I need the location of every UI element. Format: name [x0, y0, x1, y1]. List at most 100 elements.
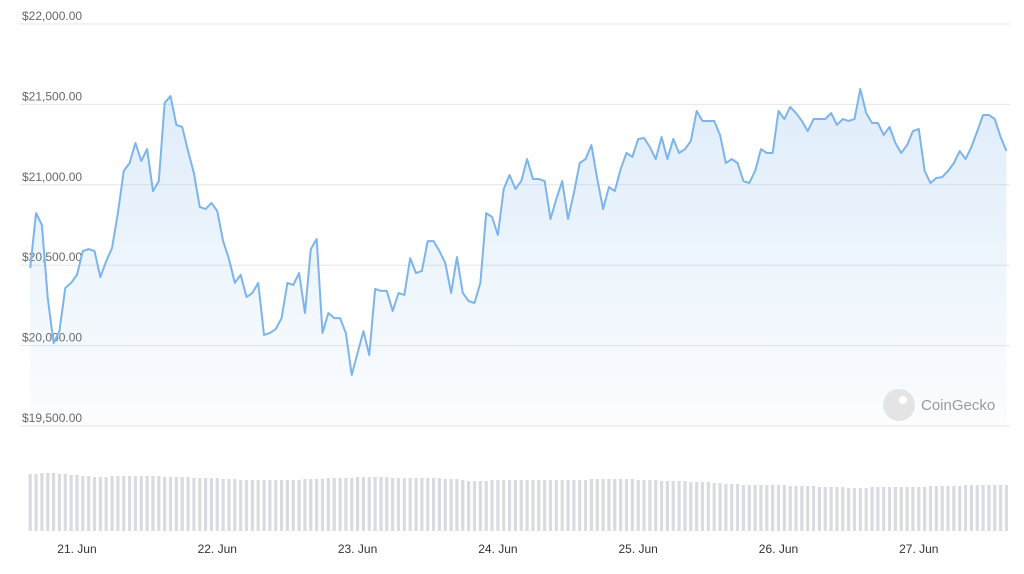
volume-bar [420, 478, 424, 531]
volume-bar [250, 480, 254, 531]
volume-bar [782, 485, 786, 531]
volume-bar [116, 476, 120, 531]
volume-bar [192, 478, 196, 531]
volume-bar [999, 485, 1003, 531]
volume-bar [110, 476, 114, 531]
volume-bar [695, 482, 699, 531]
volume-bar [753, 485, 757, 531]
volume-bar [81, 476, 85, 531]
volume-bar [993, 485, 997, 531]
volume-bar [338, 478, 342, 531]
volume-bar [771, 485, 775, 531]
volume-bar [297, 480, 301, 531]
volume-bar [151, 476, 155, 531]
volume-bar [917, 487, 921, 531]
volume-bar [75, 475, 79, 531]
volume-bar [145, 476, 149, 531]
volume-bar [589, 479, 594, 531]
volume-bar [461, 480, 465, 531]
volume-bar [899, 487, 903, 531]
volume-bar [987, 485, 991, 531]
x-tick-label: 25. Jun [618, 542, 657, 556]
volume-bar [648, 480, 652, 531]
volume-bar [519, 480, 523, 531]
volume-bar [379, 477, 383, 531]
volume-bar [233, 479, 237, 531]
volume-bar [391, 478, 395, 531]
volume-bar [268, 480, 272, 531]
volume-bar [665, 481, 670, 531]
volume-bar [823, 487, 827, 531]
volume-bar [730, 484, 734, 531]
volume-bar [279, 480, 284, 531]
volume-bar [320, 479, 325, 531]
volume-bar [583, 480, 588, 531]
volume-bar [69, 475, 73, 531]
volume-bar [92, 477, 97, 531]
volume-bar [244, 480, 249, 531]
x-tick-label: 22. Jun [198, 542, 237, 556]
volume-bar [315, 479, 319, 531]
volume-bar [905, 487, 909, 531]
volume-bar [975, 485, 979, 531]
volume-bar [923, 487, 927, 531]
volume-bar [449, 479, 453, 531]
volume-bar [700, 482, 705, 531]
volume-bar [724, 484, 728, 531]
volume-bar [513, 480, 518, 531]
volume-bar [560, 480, 564, 531]
volume-bar [490, 480, 494, 531]
volume-bar [186, 477, 190, 531]
volume-bar [706, 482, 710, 531]
volume-bar [285, 480, 290, 531]
volume-bar [642, 480, 646, 531]
x-tick-label: 24. Jun [478, 542, 517, 556]
volume-bar [595, 479, 599, 531]
volume-bar [309, 479, 313, 531]
volume-bar [554, 480, 558, 531]
volume-bar [443, 479, 447, 531]
volume-bar [548, 480, 553, 531]
volume-bar [911, 487, 915, 531]
watermark-text: CoinGecko [921, 397, 995, 414]
price-line [29, 87, 1008, 377]
volume-bar [613, 479, 617, 531]
x-tick-label: 26. Jun [759, 542, 798, 556]
volume-bar [350, 478, 354, 531]
volume-bar [367, 477, 371, 531]
volume-bar [168, 477, 173, 531]
volume-bar [718, 483, 722, 531]
volume-bar [484, 481, 488, 531]
volume-bar [677, 481, 681, 531]
volume-bar [63, 474, 67, 531]
volume-bar [98, 477, 102, 531]
volume-bar [928, 486, 933, 531]
volume-bar [122, 476, 126, 531]
volume-bar [455, 479, 459, 531]
volume-bar [174, 477, 178, 531]
price-area [30, 88, 1007, 427]
y-tick-label: $21,000.00 [22, 170, 82, 184]
volume-bar [852, 488, 857, 531]
x-tick-label: 21. Jun [57, 542, 96, 556]
volume-bar [747, 485, 751, 531]
volume-bar [630, 479, 634, 531]
volume-bar [408, 478, 412, 531]
volume-bar [198, 478, 202, 531]
volume-bar [274, 480, 278, 531]
volume-bar [133, 476, 138, 531]
volume-bar [46, 473, 50, 531]
volume-bar [127, 476, 132, 531]
volume-bar [893, 487, 898, 531]
volume-bar [467, 481, 471, 531]
volume-bar [847, 488, 851, 531]
y-tick-label: $22,000.00 [22, 9, 82, 23]
volume-bar [478, 481, 482, 531]
watermark-logo [883, 389, 915, 421]
volume-bar [332, 478, 336, 531]
volume-bar [256, 480, 260, 531]
volume-bar [34, 474, 38, 531]
watermark-logo-eye [899, 396, 907, 404]
volume-bar [887, 487, 892, 531]
